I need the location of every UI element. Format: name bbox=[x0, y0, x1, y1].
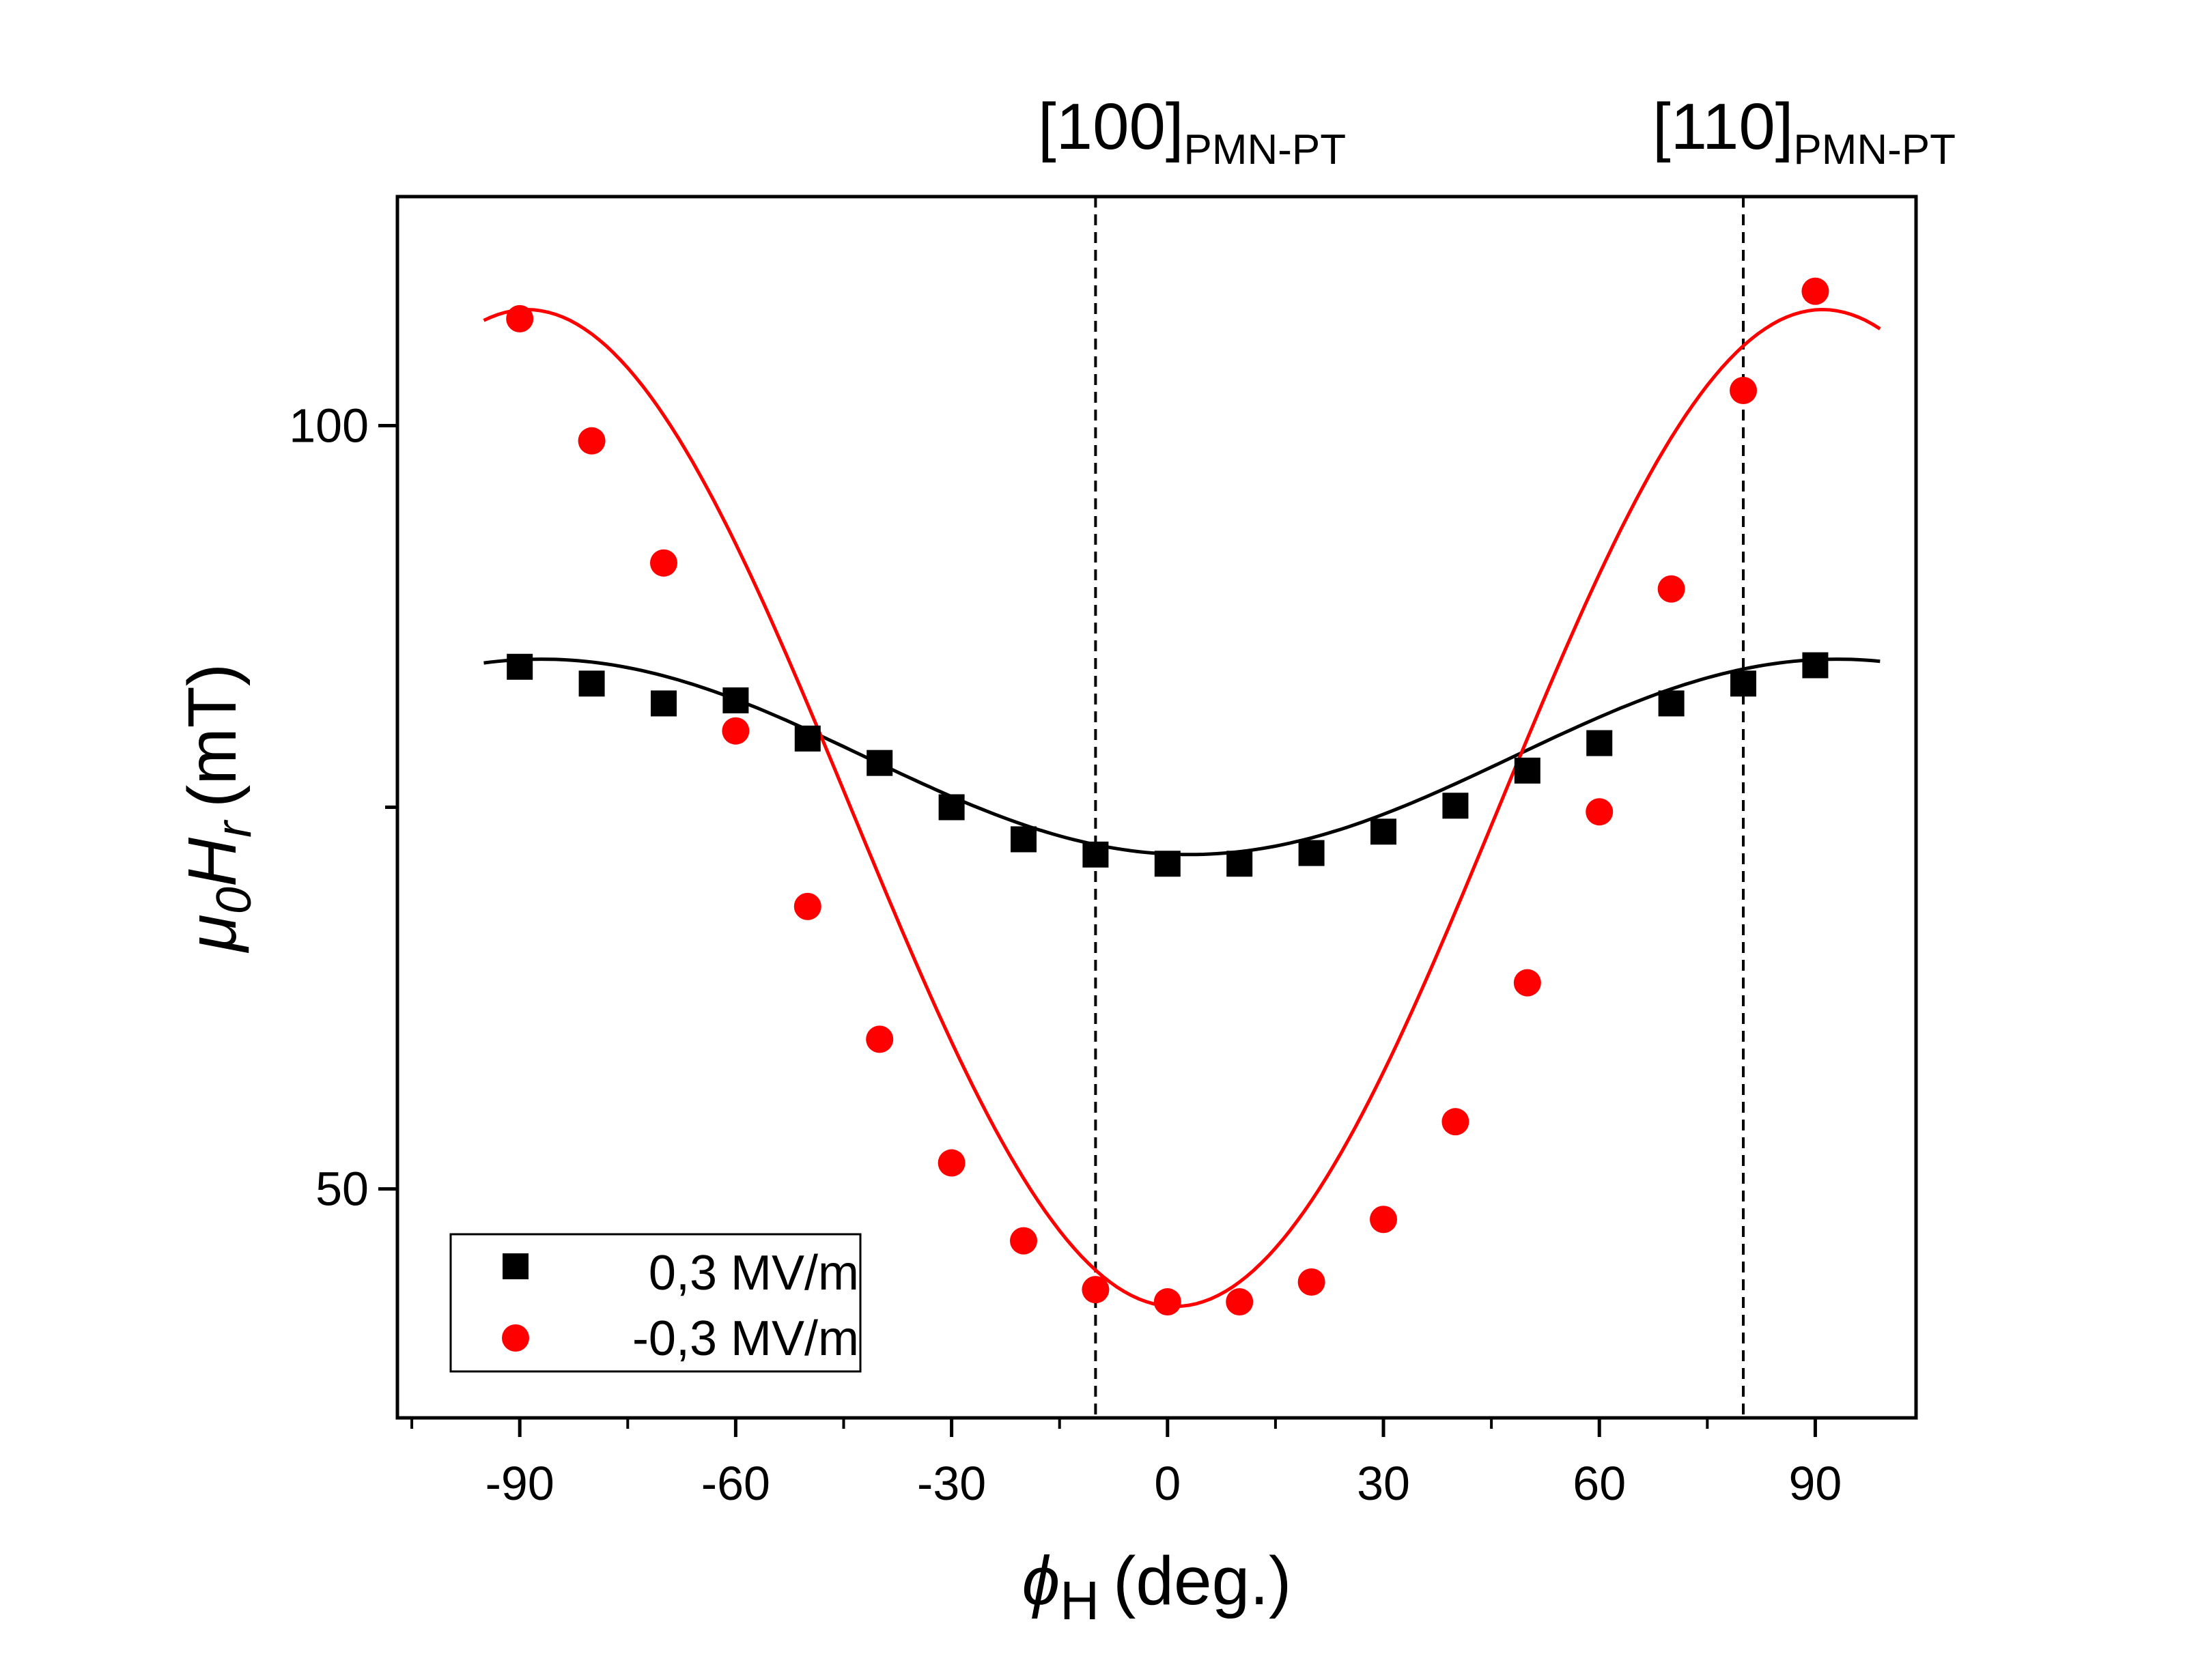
legend: 0,3 MV/m -0,3 MV/m bbox=[449, 1233, 862, 1373]
x-tick-label: 0 bbox=[1154, 1457, 1181, 1510]
annotation-110-main: [110] bbox=[1652, 90, 1793, 163]
series-2-point bbox=[1730, 377, 1758, 405]
series-1-point bbox=[1802, 652, 1829, 679]
x-tick-label: -60 bbox=[701, 1457, 770, 1510]
series-2-point bbox=[1153, 1288, 1181, 1316]
x-tick-label: 60 bbox=[1573, 1457, 1626, 1510]
series-2-point bbox=[793, 892, 821, 920]
x-label-phi: ϕ bbox=[1022, 1543, 1060, 1619]
series-2-point bbox=[722, 717, 750, 745]
series-1-point bbox=[1298, 840, 1325, 866]
y-tick-label: 50 bbox=[315, 1163, 369, 1216]
series-2-point bbox=[1226, 1288, 1254, 1316]
series-2-point bbox=[1801, 277, 1829, 305]
fit-lines bbox=[483, 307, 1881, 1309]
fit-line-series-2 bbox=[483, 307, 1881, 1309]
series-2-point bbox=[1657, 575, 1685, 603]
series-1-point bbox=[722, 687, 749, 713]
series-1-point bbox=[1658, 690, 1685, 717]
series-1-point bbox=[1154, 851, 1181, 877]
y-axis-label: μ0Hr (mT) bbox=[174, 664, 262, 954]
y-label-h-sub: r bbox=[207, 819, 262, 838]
y-label-mu: μ bbox=[174, 914, 251, 954]
series-1-point bbox=[1370, 818, 1397, 845]
series-1-point bbox=[578, 670, 605, 697]
legend-marker-series-1 bbox=[503, 1253, 529, 1279]
series-1-point bbox=[507, 653, 533, 680]
series-2-point bbox=[578, 427, 606, 455]
y-tick-label: 100 bbox=[289, 399, 369, 452]
series-1-point bbox=[650, 690, 677, 717]
series-2-point bbox=[1010, 1227, 1038, 1255]
series-1-point bbox=[867, 750, 893, 776]
fit-line-series-1 bbox=[483, 657, 1881, 857]
x-tick-label: -30 bbox=[917, 1457, 986, 1510]
data-points bbox=[506, 277, 1829, 1316]
series-2-point bbox=[1586, 798, 1614, 826]
series-1-point bbox=[1514, 757, 1540, 784]
series-1-point bbox=[1586, 730, 1613, 756]
annotation-100-label: [100]PMN-PT bbox=[1038, 90, 1346, 173]
x-label-sub: H bbox=[1060, 1570, 1099, 1631]
series-1-point bbox=[1442, 793, 1469, 819]
series-2-point bbox=[1513, 969, 1541, 997]
y-label-mu-sub: 0 bbox=[207, 887, 262, 914]
series-2-point bbox=[1297, 1268, 1325, 1296]
legend-marker-series-2 bbox=[502, 1324, 529, 1352]
annotation-100-sub: PMN-PT bbox=[1184, 126, 1347, 173]
series-1-point bbox=[794, 725, 821, 752]
y-label-h: H bbox=[174, 837, 251, 887]
series-2-point bbox=[866, 1025, 894, 1053]
series-1-point bbox=[1082, 841, 1109, 868]
series-2-point bbox=[649, 549, 677, 577]
annotation-110-label: [110]PMN-PT bbox=[1652, 90, 1956, 173]
series-2-point bbox=[1370, 1206, 1398, 1234]
x-axis-label: ϕH (deg.) bbox=[1022, 1543, 1292, 1631]
annotation-100-main: [100] bbox=[1038, 90, 1184, 163]
series-2-point bbox=[1441, 1108, 1469, 1136]
x-label-unit: (deg.) bbox=[1113, 1543, 1291, 1619]
x-tick-label: 90 bbox=[1788, 1457, 1842, 1510]
series-2-point bbox=[1082, 1276, 1110, 1304]
series-1-point bbox=[938, 794, 965, 821]
series-1-point bbox=[1730, 670, 1757, 697]
x-tick-label: -90 bbox=[485, 1457, 554, 1510]
series-1-point bbox=[1226, 851, 1253, 877]
x-tick-label: 30 bbox=[1357, 1457, 1410, 1510]
series-2-point bbox=[938, 1149, 966, 1177]
legend-label-series-1: 0,3 MV/m bbox=[649, 1246, 859, 1300]
annotation-110-sub: PMN-PT bbox=[1793, 126, 1956, 173]
legend-label-series-2: -0,3 MV/m bbox=[632, 1311, 859, 1366]
axis-ticks: -90 -60 -30 0 30 60 90 50 100 bbox=[289, 399, 1842, 1510]
y-label-unit: (mT) bbox=[174, 664, 251, 808]
series-2-point bbox=[506, 304, 534, 332]
series-1-point bbox=[1011, 826, 1037, 853]
